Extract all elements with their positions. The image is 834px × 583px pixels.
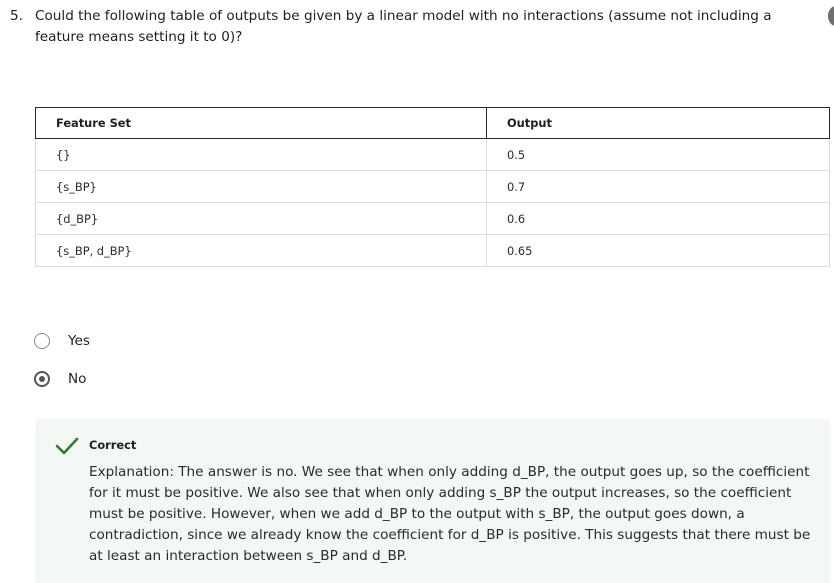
radio-no[interactable] [34,371,50,387]
output-cell: 0.5 [486,138,830,171]
explanation-text: Explanation: The answer is no. We see th… [89,464,811,564]
output-cell: 0.6 [486,202,830,235]
table-row: {d_BP} 0.6 [35,202,830,235]
feature-set-cell: {s_BP} [35,170,487,203]
option-yes-label: Yes [68,333,90,349]
table-row: {s_BP, d_BP} 0.65 [35,234,830,267]
option-no-label: No [68,371,87,387]
outputs-table: Feature Set Output {} 0.5 {s_BP} 0.7 {d_… [35,107,830,267]
header-output: Output [486,107,830,139]
table-header-row: Feature Set Output [35,107,830,139]
output-cell: 0.7 [486,170,830,203]
header-feature-set: Feature Set [35,107,487,139]
correct-label: Correct [89,438,137,452]
question-number: 5. [10,8,23,24]
scroll-marker [828,6,834,26]
output-cell: 0.65 [486,234,830,267]
table-row: {s_BP} 0.7 [35,170,830,203]
check-icon [55,436,79,460]
feedback-panel: Correct Explanation: The answer is no. W… [35,419,830,583]
option-no[interactable]: No [34,368,87,390]
option-yes[interactable]: Yes [34,330,90,352]
feature-set-cell: {s_BP, d_BP} [35,234,487,267]
radio-yes[interactable] [34,333,50,349]
table-row: {} 0.5 [35,138,830,171]
feature-set-cell: {d_BP} [35,202,487,235]
question-text: Could the following table of outputs be … [35,8,772,45]
feature-set-cell: {} [35,138,487,171]
